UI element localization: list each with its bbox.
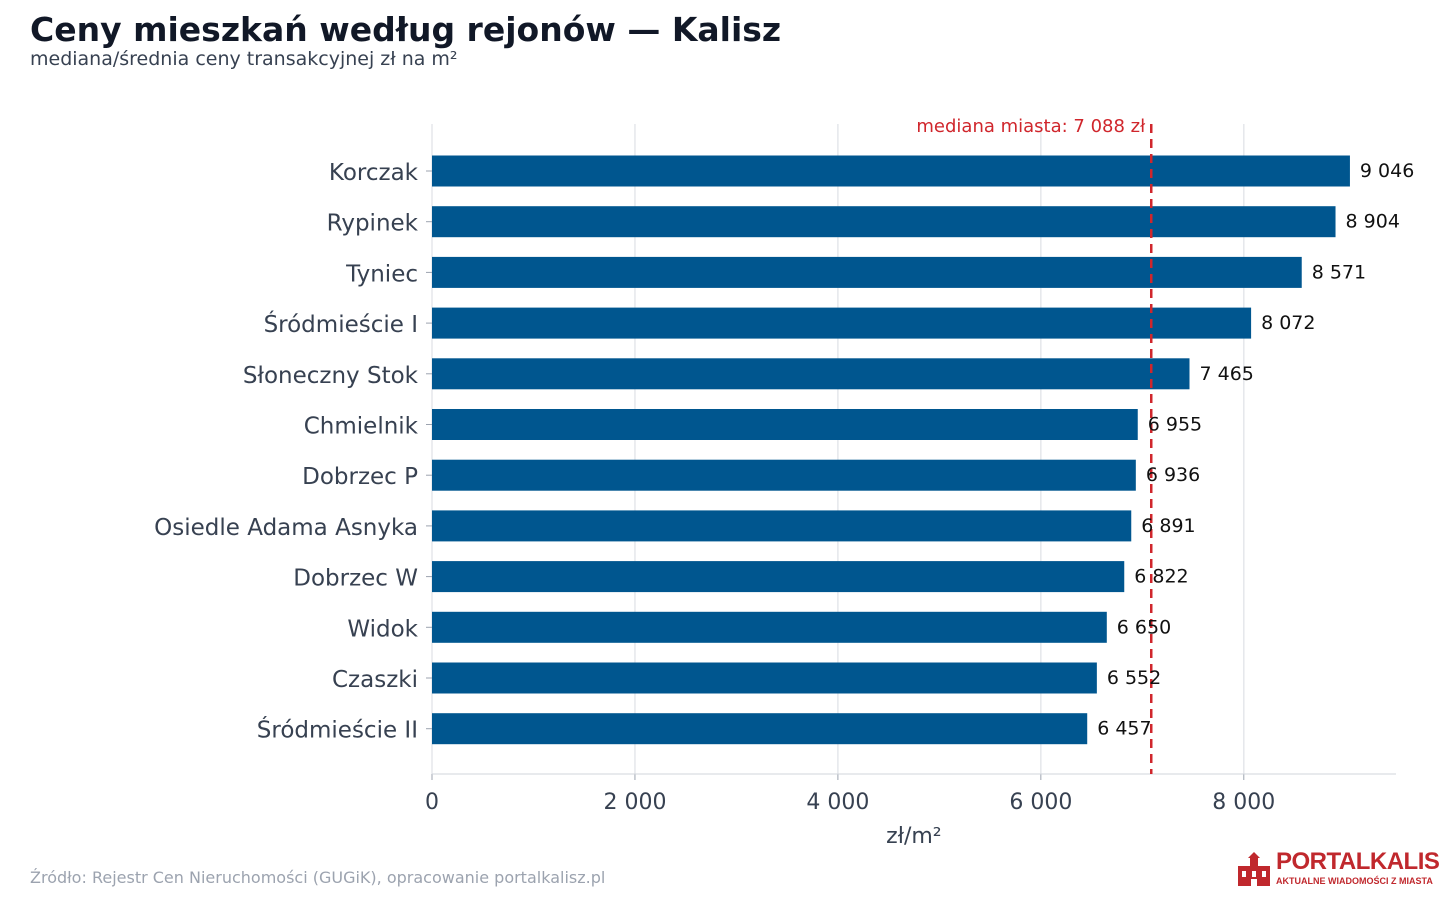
bar-chart: mediana miasta: 7 088 zł 0 2 000 4 000 6 00…: [154, 116, 1414, 849]
category-label: Chmielnik: [304, 414, 419, 440]
portalkalisz-logo[interactable]: PORTALKALISZ AKTUALNE WIADOMOŚCI Z MIAST…: [1236, 848, 1440, 890]
value-label: 6 650: [1117, 616, 1171, 638]
logo-name: PORTALKALISZ: [1276, 848, 1440, 875]
city-hall-icon: [1238, 852, 1270, 886]
category-label: Korczak: [329, 160, 419, 186]
value-label: 6 955: [1148, 414, 1202, 436]
value-label: 8 904: [1346, 211, 1400, 233]
category-label: Śródmieście II: [257, 716, 418, 744]
x-tick-label: 0: [425, 790, 439, 815]
source-note: Źródło: Rejestr Cen Nieruchomości (GUGiK…: [30, 868, 606, 887]
value-label: 6 891: [1141, 515, 1195, 537]
median-label: mediana miasta: 7 088 zł: [916, 116, 1146, 137]
x-tick-label: 4 000: [806, 790, 869, 815]
bar: [432, 713, 1088, 745]
x-tick-label: 2 000: [603, 790, 666, 815]
value-label: 7 465: [1200, 363, 1254, 385]
x-axis-label: zł/m²: [886, 824, 941, 849]
category-label: Tyniec: [345, 261, 418, 287]
chart-subtitle: mediana/średnia ceny transakcyjnej zł na…: [30, 48, 458, 70]
category-label: Śródmieście I: [264, 310, 418, 338]
chart-title: Ceny mieszkań według rejonów — Kalisz: [30, 10, 782, 49]
value-label: 9 046: [1360, 160, 1414, 182]
bar: [432, 358, 1190, 390]
bar: [432, 561, 1125, 593]
bar: [432, 459, 1136, 491]
value-label: 6 822: [1134, 566, 1188, 588]
bar: [432, 307, 1252, 339]
category-label: Słoneczny Stok: [243, 363, 419, 389]
category-label: Czaszki: [332, 667, 418, 693]
value-label: 8 072: [1261, 312, 1315, 334]
category-label: Widok: [347, 616, 418, 642]
x-tick-label: 8 000: [1212, 790, 1275, 815]
category-label: Osiedle Adama Asnyka: [154, 515, 418, 541]
bars: [432, 155, 1350, 745]
value-label: 6 936: [1146, 464, 1200, 486]
logo-tagline: AKTUALNE WIADOMOŚCI Z MIASTA: [1276, 876, 1433, 886]
category-label: Dobrzec P: [302, 464, 418, 490]
median-reference: mediana miasta: 7 088 zł: [916, 116, 1153, 774]
bar: [432, 510, 1132, 542]
x-tick-label: 6 000: [1009, 790, 1072, 815]
value-label: 8 571: [1312, 261, 1366, 283]
bar: [432, 409, 1138, 440]
value-label: 6 457: [1097, 718, 1151, 740]
bar: [432, 206, 1336, 238]
value-label: 6 552: [1107, 667, 1161, 689]
category-label: Dobrzec W: [293, 566, 418, 592]
category-label: Rypinek: [327, 211, 419, 237]
bar: [432, 611, 1107, 643]
labels: 0 2 000 4 000 6 000 8 000 zł/m² Korczak 9 046 Ry…: [154, 160, 1414, 849]
bar: [432, 662, 1097, 694]
bar: [432, 256, 1302, 288]
bar: [432, 155, 1350, 187]
